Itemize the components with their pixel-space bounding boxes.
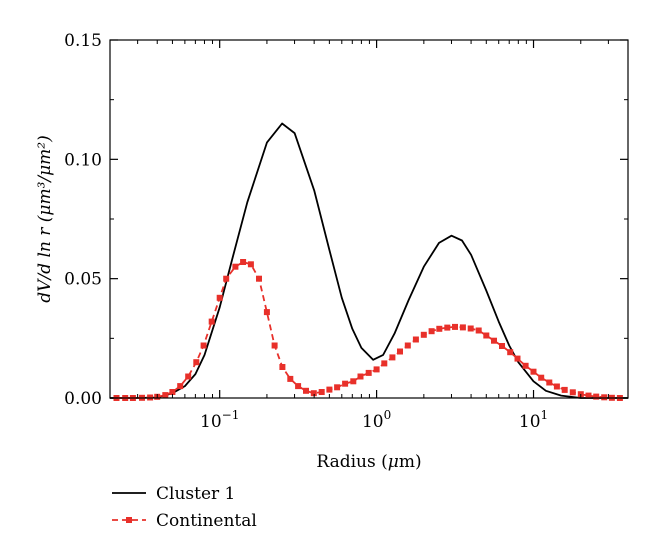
- series-marker-2: [428, 328, 435, 335]
- series-marker-2: [169, 389, 176, 395]
- series-marker-2: [397, 348, 403, 355]
- series-marker-2: [193, 359, 200, 366]
- series-marker-2: [279, 364, 286, 370]
- legend-label-continental: Continental: [156, 511, 257, 531]
- legend-marker-continental: [126, 517, 132, 523]
- series-marker-2: [444, 324, 451, 331]
- series-marker-2: [585, 392, 592, 399]
- y-tick-label: 0.10: [64, 150, 102, 170]
- series-marker-2: [318, 389, 325, 395]
- series-marker-2: [342, 380, 349, 387]
- series-marker-2: [404, 342, 411, 349]
- series-marker-2: [365, 369, 372, 376]
- series-marker-2: [295, 383, 302, 390]
- series-marker-2: [546, 379, 553, 386]
- series-marker-2: [561, 386, 568, 393]
- series-marker-2: [232, 263, 239, 270]
- series-marker-2: [223, 275, 230, 282]
- series-marker-2: [483, 332, 490, 339]
- series-marker-2: [373, 366, 380, 373]
- series-marker-2: [303, 387, 309, 394]
- series-marker-2: [271, 342, 278, 349]
- series-marker-2: [208, 318, 215, 325]
- series-marker-2: [357, 373, 364, 380]
- series-marker-2: [412, 336, 419, 343]
- y-tick-label: 0.15: [64, 31, 102, 51]
- series-marker-2: [491, 337, 497, 344]
- series-marker-2: [263, 309, 270, 316]
- x-tick-label: 100: [362, 408, 391, 432]
- series-marker-2: [350, 378, 357, 385]
- series-marker-2: [436, 325, 443, 332]
- series-marker-2: [522, 362, 529, 369]
- series-marker-2: [177, 383, 184, 390]
- series-marker-2: [256, 275, 262, 282]
- series-marker-2: [162, 392, 169, 399]
- series-marker-2: [334, 384, 341, 391]
- series-marker-2: [530, 368, 537, 375]
- x-axis-title: Radius (μm): [316, 452, 421, 472]
- series-marker-2: [452, 323, 458, 330]
- x-tick-label: 101: [519, 408, 548, 432]
- plot-series: [110, 122, 628, 401]
- series-marker-2: [216, 294, 223, 301]
- series-marker-2: [200, 342, 207, 349]
- y-tick-label: 0.05: [64, 270, 102, 290]
- series-marker-2: [601, 394, 608, 401]
- plot-frame: [109, 39, 629, 399]
- tick-labels: 10−1 100 101 0.00 0.05 0.10 0.15: [64, 31, 548, 432]
- series-marker-2: [381, 360, 388, 367]
- y-axis-title: dV/d ln r (μm³/μm²): [35, 135, 55, 302]
- series-marker-2: [569, 389, 576, 396]
- legend: Cluster 1 Continental: [112, 484, 257, 531]
- axis-ticks: [110, 39, 628, 399]
- series-marker-2: [389, 354, 396, 361]
- series-marker-2: [185, 373, 192, 380]
- series-marker-2: [459, 324, 466, 331]
- series-marker-2: [499, 343, 505, 349]
- legend-label-cluster-1: Cluster 1: [156, 484, 235, 504]
- series-line-1: [110, 122, 628, 399]
- x-tick-label: 10−1: [200, 408, 239, 432]
- series-marker-2: [475, 327, 482, 334]
- series-marker-2: [514, 355, 521, 362]
- series-marker-2: [310, 390, 317, 397]
- series-marker-2: [467, 325, 474, 332]
- series-marker-2: [420, 331, 427, 338]
- series-marker-2: [287, 375, 294, 382]
- series-marker-2: [538, 374, 545, 381]
- series-marker-2: [593, 393, 600, 400]
- series-marker-2: [247, 261, 254, 268]
- y-tick-label: 0.00: [64, 389, 102, 409]
- series-marker-2: [553, 383, 560, 390]
- series-marker-2: [240, 259, 247, 265]
- series-marker-2: [507, 349, 514, 356]
- series-marker-2: [326, 386, 333, 393]
